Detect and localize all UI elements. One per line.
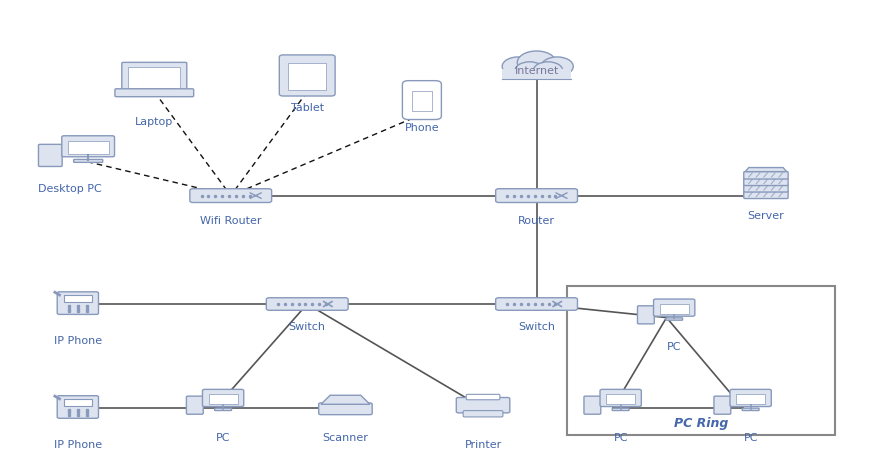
FancyBboxPatch shape xyxy=(115,89,194,97)
FancyBboxPatch shape xyxy=(463,410,503,417)
FancyBboxPatch shape xyxy=(744,178,789,185)
FancyBboxPatch shape xyxy=(456,397,510,413)
Text: Phone: Phone xyxy=(405,124,439,133)
FancyBboxPatch shape xyxy=(288,63,326,90)
FancyBboxPatch shape xyxy=(654,299,695,316)
FancyBboxPatch shape xyxy=(57,396,99,418)
FancyBboxPatch shape xyxy=(736,394,766,404)
Circle shape xyxy=(502,57,534,76)
FancyBboxPatch shape xyxy=(600,389,641,407)
Polygon shape xyxy=(745,168,787,172)
Polygon shape xyxy=(321,395,370,404)
Text: PC: PC xyxy=(216,433,230,443)
Circle shape xyxy=(518,51,556,74)
FancyBboxPatch shape xyxy=(496,189,578,203)
FancyBboxPatch shape xyxy=(660,304,689,314)
FancyBboxPatch shape xyxy=(744,191,789,198)
Text: Internet: Internet xyxy=(514,66,559,76)
FancyBboxPatch shape xyxy=(214,408,231,410)
FancyBboxPatch shape xyxy=(638,306,654,324)
FancyBboxPatch shape xyxy=(73,160,102,162)
Text: Laptop: Laptop xyxy=(135,117,174,126)
FancyBboxPatch shape xyxy=(714,396,731,414)
FancyBboxPatch shape xyxy=(318,403,372,415)
Text: Switch: Switch xyxy=(518,322,555,332)
FancyBboxPatch shape xyxy=(606,394,635,404)
FancyBboxPatch shape xyxy=(666,318,683,320)
FancyBboxPatch shape xyxy=(612,408,629,410)
Text: Server: Server xyxy=(748,212,784,221)
FancyBboxPatch shape xyxy=(39,144,62,167)
FancyBboxPatch shape xyxy=(64,399,92,406)
Text: Printer: Printer xyxy=(465,439,502,449)
Circle shape xyxy=(542,57,573,76)
Text: Tablet: Tablet xyxy=(291,103,324,113)
FancyBboxPatch shape xyxy=(190,189,272,203)
FancyBboxPatch shape xyxy=(186,396,203,414)
FancyBboxPatch shape xyxy=(502,69,571,79)
Text: IP Phone: IP Phone xyxy=(54,336,102,346)
FancyBboxPatch shape xyxy=(57,292,99,314)
FancyBboxPatch shape xyxy=(730,389,771,407)
Text: Switch: Switch xyxy=(288,322,325,332)
Text: PC: PC xyxy=(744,433,758,443)
FancyBboxPatch shape xyxy=(743,408,759,410)
FancyBboxPatch shape xyxy=(122,62,187,91)
FancyBboxPatch shape xyxy=(129,67,180,88)
Text: IP Phone: IP Phone xyxy=(54,439,102,449)
Circle shape xyxy=(534,62,563,79)
FancyBboxPatch shape xyxy=(64,295,92,302)
FancyBboxPatch shape xyxy=(467,395,500,400)
FancyBboxPatch shape xyxy=(744,172,789,179)
Text: PC: PC xyxy=(667,343,682,352)
FancyBboxPatch shape xyxy=(744,184,789,192)
FancyBboxPatch shape xyxy=(266,298,348,310)
Text: Scanner: Scanner xyxy=(323,433,369,443)
FancyBboxPatch shape xyxy=(68,140,109,154)
FancyBboxPatch shape xyxy=(62,136,115,157)
Text: Wifi Router: Wifi Router xyxy=(200,216,261,226)
FancyBboxPatch shape xyxy=(203,389,243,407)
FancyBboxPatch shape xyxy=(402,80,441,119)
Text: Desktop PC: Desktop PC xyxy=(38,184,102,194)
Text: Router: Router xyxy=(518,216,555,226)
FancyBboxPatch shape xyxy=(496,298,578,310)
FancyBboxPatch shape xyxy=(209,394,238,404)
Circle shape xyxy=(515,62,544,79)
Text: PC: PC xyxy=(613,433,628,443)
FancyBboxPatch shape xyxy=(584,396,601,414)
FancyBboxPatch shape xyxy=(280,55,335,96)
FancyBboxPatch shape xyxy=(412,91,432,111)
Text: PC Ring: PC Ring xyxy=(674,417,729,431)
